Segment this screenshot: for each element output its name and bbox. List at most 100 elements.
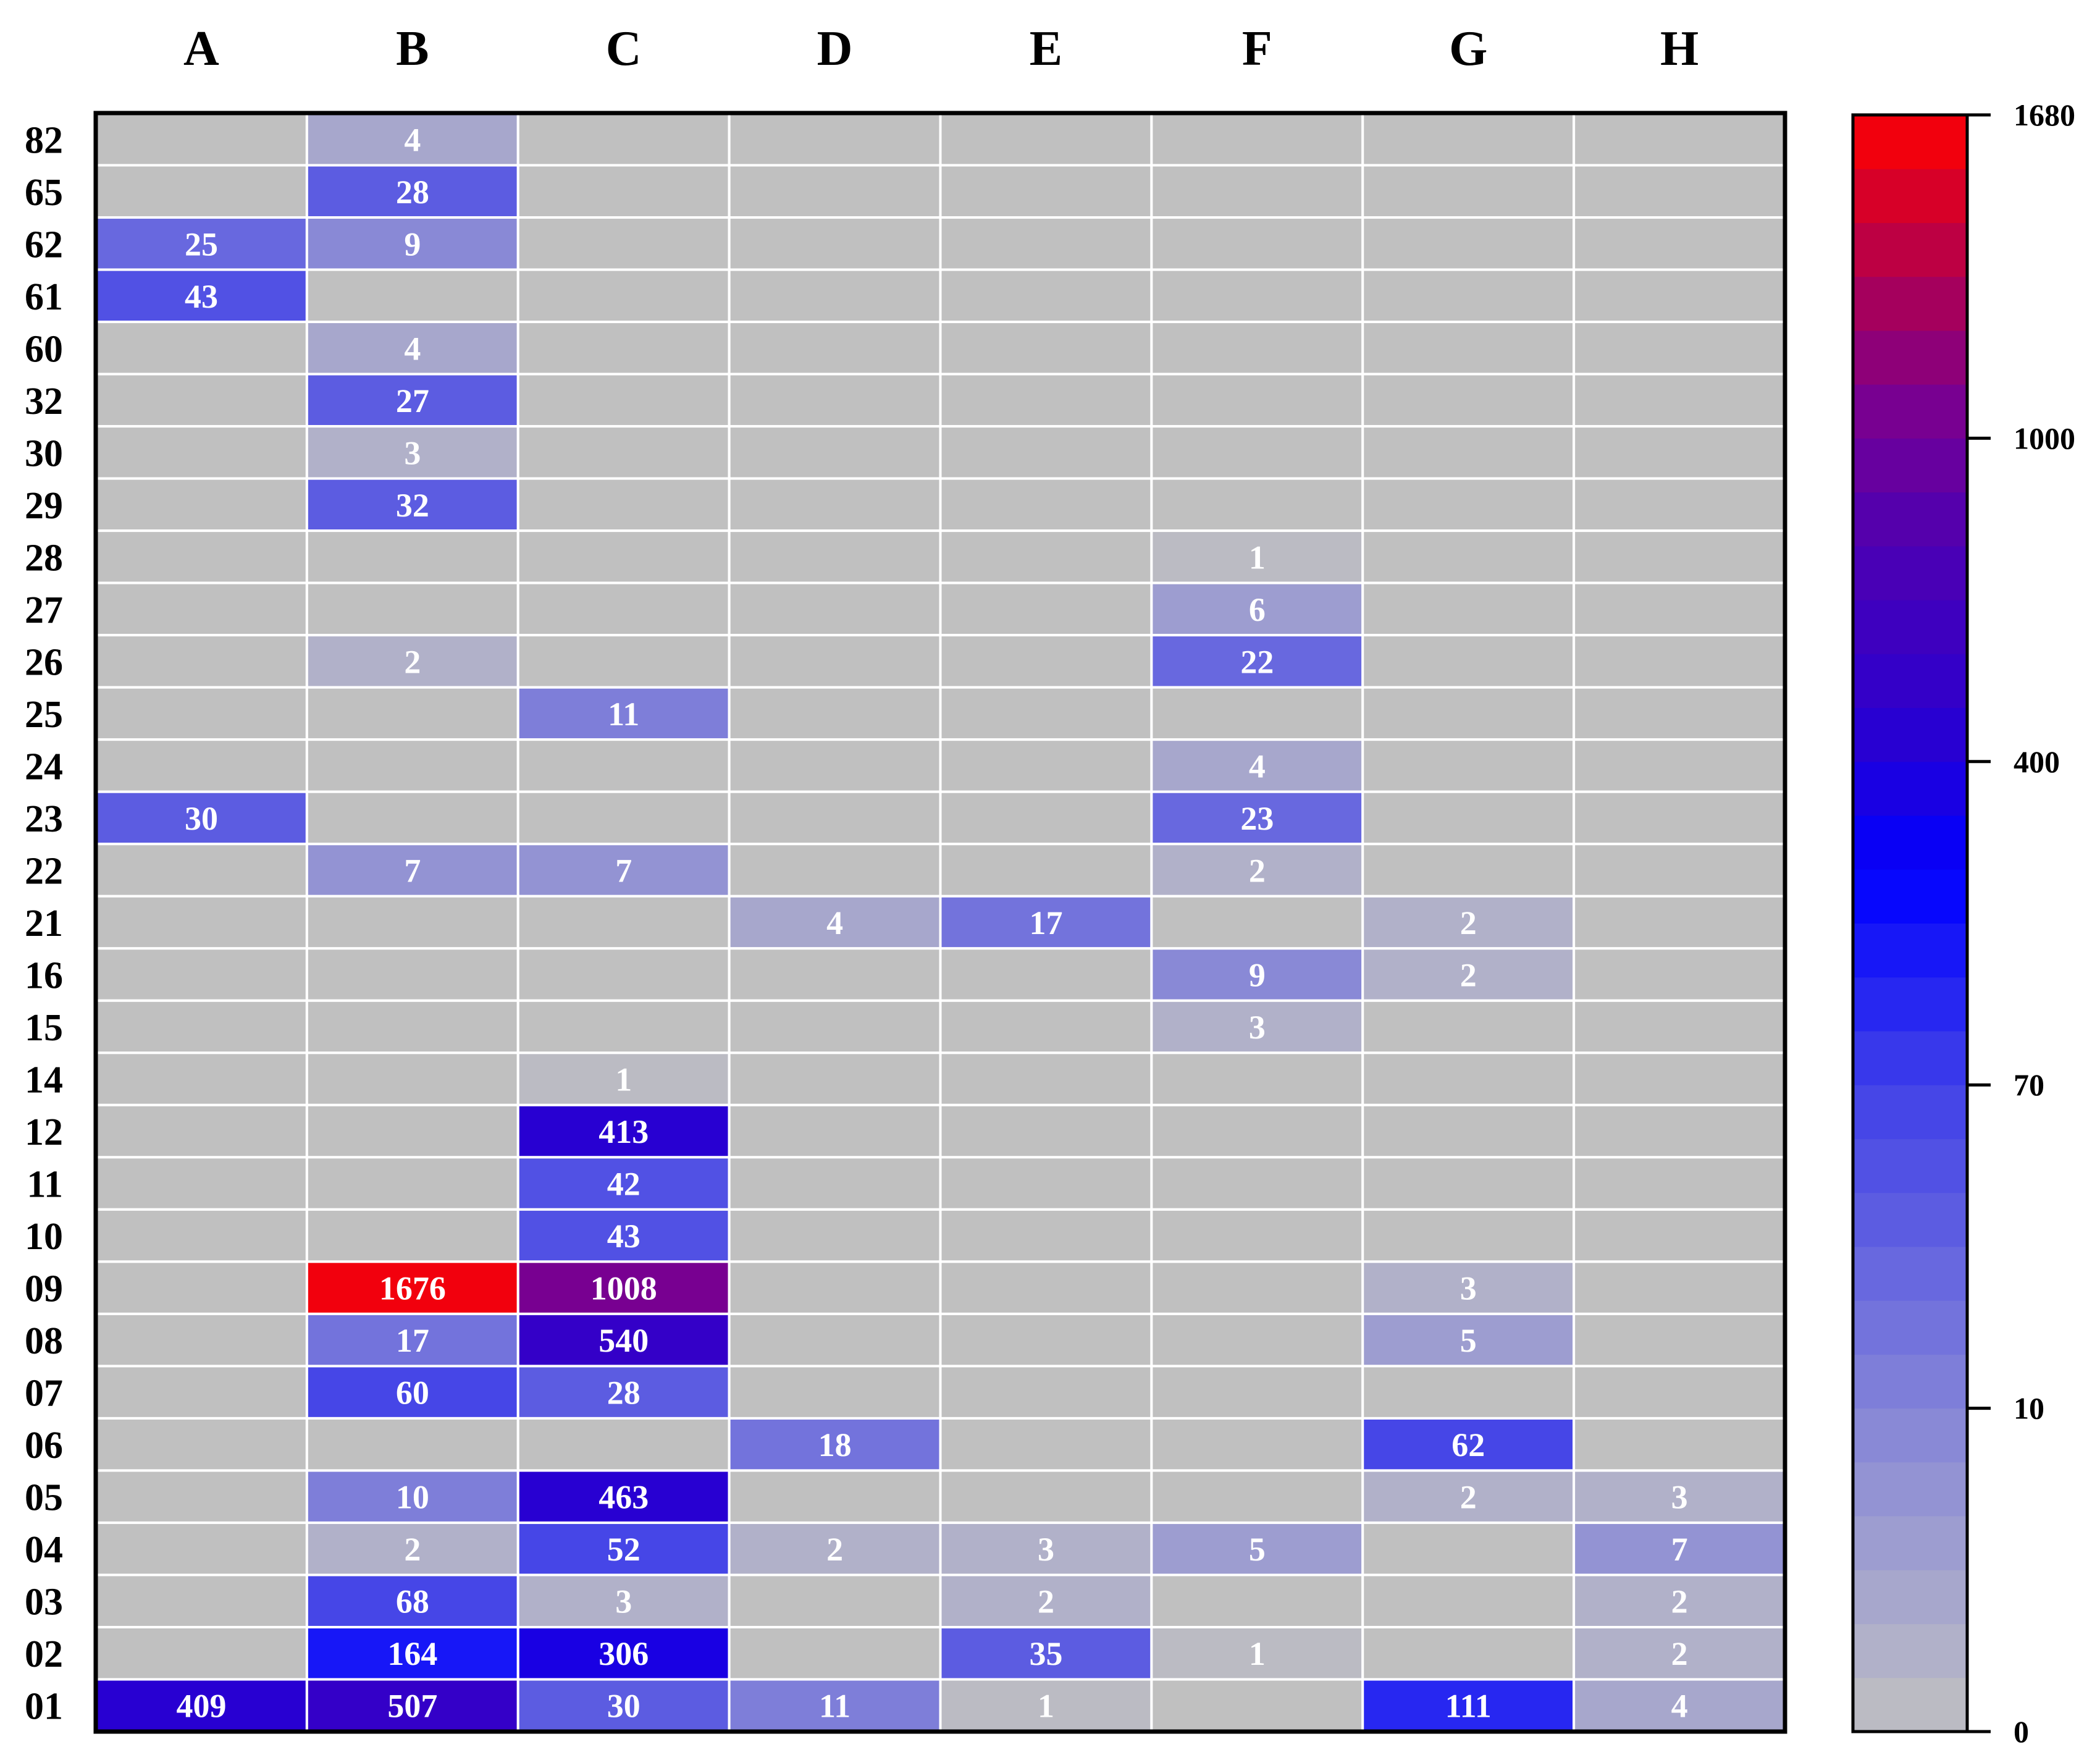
row-label: 14 (25, 1059, 63, 1101)
row-labels: 82 65 62 61 60 32 30 29 28 27 26 25 24 23 22 21 16 15 14 12… (25, 119, 63, 1727)
heatmap-cell (939, 321, 1153, 376)
heatmap-cell (939, 686, 1153, 741)
heatmap-cell (1573, 843, 1786, 898)
heatmap-cell (939, 216, 1153, 271)
colorbar-step (1853, 1246, 1967, 1301)
colorbar-step (1853, 276, 1967, 331)
heatmap-cell (1361, 477, 1576, 533)
colorbar-tick-label: 70 (2014, 1067, 2044, 1102)
colorbar: 0 10 70 400 1000 1680 (1851, 98, 2075, 1749)
row-label: 61 (25, 276, 63, 318)
heatmap-cell (728, 373, 942, 428)
heatmap-cell (1573, 790, 1786, 846)
heatmap-cell (305, 529, 519, 584)
heatmap-cell (728, 1260, 942, 1315)
colorbar-step (1853, 438, 1967, 493)
row-label: 05 (25, 1477, 63, 1519)
heatmap-cell (939, 268, 1153, 324)
cell-value-label: 28 (396, 174, 429, 211)
row-label: 10 (25, 1216, 63, 1258)
heatmap-cell (94, 321, 308, 376)
heatmap-cell (305, 686, 519, 741)
heatmap-cell (939, 425, 1153, 480)
heatmap-cell (305, 790, 519, 846)
row-label: 02 (25, 1633, 63, 1675)
cell-value-label: 62 (1451, 1426, 1485, 1463)
heatmap-cell (1150, 895, 1364, 950)
heatmap-cell (728, 1469, 942, 1524)
cell-value-label: 2 (826, 1531, 843, 1568)
heatmap-cell (1361, 216, 1576, 271)
colorbar-step (1853, 1677, 1967, 1732)
cell-value-label: 2 (404, 643, 421, 680)
heatmap-cell (1150, 1678, 1364, 1733)
cell-value-label: 2 (404, 1531, 421, 1568)
cell-value-label: 4 (404, 330, 421, 367)
heatmap-cell (1573, 268, 1786, 324)
cell-value-label: 32 (396, 487, 429, 524)
cell-value-label: 4 (1671, 1688, 1688, 1725)
heatmap-cell (305, 1260, 519, 1315)
heatmap-cell (1573, 477, 1786, 533)
heatmap-cell (94, 529, 308, 584)
heatmap-cell (1150, 373, 1364, 428)
heatmap-cell (94, 1521, 308, 1577)
heatmap-cell (1361, 1103, 1576, 1159)
heatmap-cell (728, 112, 942, 167)
cell-value-label: 7 (404, 852, 421, 889)
row-label: 11 (27, 1164, 63, 1206)
heatmap-cell (94, 164, 308, 219)
row-label: 03 (25, 1581, 63, 1623)
heatmap-cell (939, 1103, 1153, 1159)
heatmap-cell (1361, 1312, 1576, 1368)
heatmap-cell (305, 738, 519, 793)
heatmap-cell (1573, 529, 1786, 584)
heatmap-cell (939, 843, 1153, 898)
heatmap-cell (939, 790, 1153, 846)
row-label: 62 (25, 224, 63, 266)
cell-value-label: 10 (396, 1479, 429, 1516)
heatmap-cell (305, 1365, 519, 1420)
heatmap-cell (939, 1469, 1153, 1524)
cell-value-label: 1008 (590, 1270, 657, 1307)
colorbar-frame (1851, 113, 1969, 1733)
cell-value-label: 22 (1240, 643, 1274, 680)
heatmap-cell (94, 1208, 308, 1263)
heatmap-cell (1361, 999, 1576, 1055)
cell-value-label: 4 (1249, 747, 1266, 785)
heatmap-cell (305, 581, 519, 637)
heatmap-cell (516, 895, 731, 950)
heatmap-cell (94, 1417, 308, 1472)
colorbar-tick-label: 10 (2014, 1391, 2044, 1426)
row-label: 27 (25, 589, 63, 631)
heatmap-cell (94, 1156, 308, 1211)
heatmap-cell (1573, 1573, 1786, 1628)
heatmap-cell (728, 529, 942, 584)
heatmap-cell (305, 1156, 519, 1211)
cell-value-label: 2 (1460, 957, 1477, 994)
heatmap-cell (305, 1625, 519, 1681)
heatmap-cell (1150, 529, 1364, 584)
heatmap-cell (1573, 999, 1786, 1055)
heatmap-cell (1361, 425, 1576, 480)
cell-value-label: 30 (607, 1688, 640, 1725)
colorbar-step (1853, 222, 1967, 277)
heatmap-cell (516, 634, 731, 689)
column-label: C (606, 22, 642, 76)
heatmap-cell (728, 947, 942, 1002)
heatmap-cell (94, 1573, 308, 1628)
heatmap-cell (728, 1365, 942, 1420)
cell-value-label: 35 (1029, 1635, 1062, 1672)
heatmap-cell (305, 1051, 519, 1106)
row-label: 08 (25, 1320, 63, 1362)
heatmap-cell (94, 1365, 308, 1420)
colorbar-step (1853, 869, 1967, 924)
cell-value-label: 413 (598, 1113, 649, 1150)
heatmap-cell (728, 1521, 942, 1577)
heatmap-cell (939, 477, 1153, 533)
colorbar-step (1853, 815, 1967, 870)
heatmap-cell (939, 634, 1153, 689)
heatmap-cell (1150, 1260, 1364, 1315)
